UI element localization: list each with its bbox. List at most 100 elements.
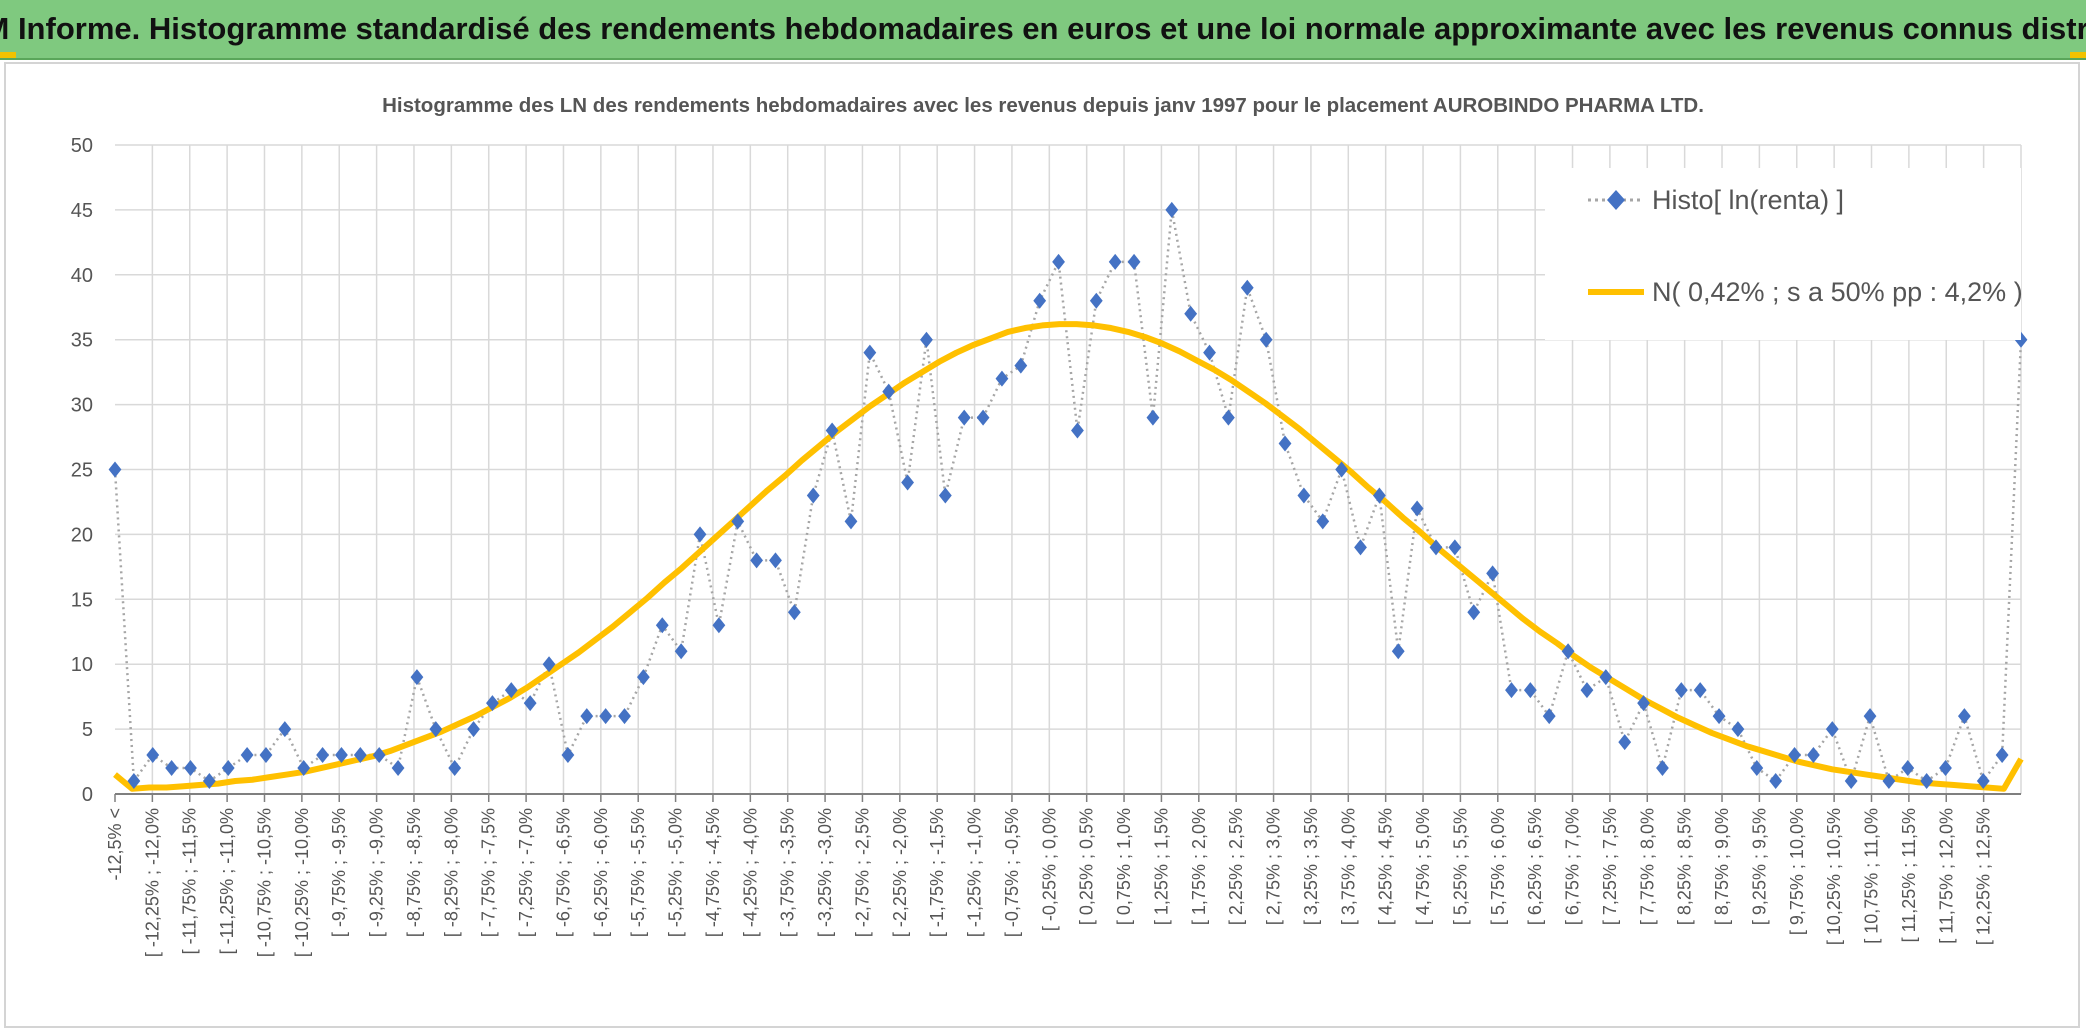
histogram-point	[1259, 331, 1273, 348]
x-tick-label: [ 4,25% ; 4,5%	[1376, 808, 1396, 925]
histogram-point	[221, 760, 235, 777]
x-tick-label: [ 6,25% ; 6,5%	[1525, 808, 1545, 925]
histogram-point	[844, 513, 858, 530]
histogram-point	[901, 474, 914, 491]
histogram-point	[429, 721, 443, 738]
histogram-point	[1372, 487, 1386, 504]
x-tick-label: [ 7,25% ; 7,5%	[1600, 808, 1620, 925]
x-tick-label: [ -4,75% ; -4,5%	[703, 808, 723, 937]
histogram-point	[1920, 773, 1934, 790]
x-tick-label: [ 6,75% ; 7,0%	[1563, 808, 1583, 925]
histogram-point	[1127, 253, 1141, 270]
histogram-point	[542, 656, 556, 673]
y-tick-label: 0	[82, 784, 93, 806]
histogram-point	[1712, 708, 1726, 725]
histogram-point	[636, 669, 650, 686]
histogram-point	[391, 760, 405, 777]
chart-frame	[4, 62, 2080, 1028]
x-tick-label: [ 0,75% ; 1,0%	[1114, 808, 1134, 925]
histogram-point	[1976, 773, 1990, 790]
histogram-point	[278, 721, 292, 738]
y-tick-label: 15	[71, 589, 93, 611]
histogram-point	[1108, 253, 1122, 270]
histogram-point	[467, 721, 480, 738]
histogram-point	[1957, 708, 1971, 725]
x-tick-label: [ 5,75% ; 6,0%	[1488, 808, 1508, 925]
y-tick-label: 25	[71, 460, 93, 482]
histogram-point	[1674, 682, 1688, 699]
legend-series-2-label: N( 0,42% ; s a 50% pp : 4,2% )	[1652, 277, 2023, 307]
histogram-point	[882, 383, 896, 400]
histogram-point	[1429, 539, 1443, 556]
x-tick-label: [ -3,75% ; -3,5%	[778, 808, 798, 937]
x-tick-label: [ -11,25% ; -11,0%	[217, 808, 237, 954]
x-tick-label: [ -10,75% ; -10,5%	[254, 808, 274, 957]
histogram-point	[297, 760, 311, 777]
x-tick-label: [ 0,25% ; 0,5%	[1077, 808, 1097, 925]
chart-gridlines	[115, 144, 2022, 795]
histogram-point	[1505, 682, 1518, 699]
x-tick-label: [ -0,75% ; -0,5%	[1002, 808, 1022, 937]
histogram-point	[316, 747, 329, 764]
histogram-point	[976, 409, 990, 426]
x-tick-label: [ -8,75% ; -8,5%	[404, 808, 424, 937]
x-tick-label: [ 7,75% ; 8,0%	[1637, 808, 1657, 925]
histogram-point	[1052, 253, 1065, 270]
histogram-point	[1939, 760, 1952, 777]
x-tick-label: [ -12,25% ; -12,0%	[142, 808, 162, 957]
x-axis: -12,5% < [ -12,25% ; -12,0% [ -11,75% ; -1…	[105, 793, 2021, 957]
histogram-point	[674, 643, 688, 660]
x-tick-label: [ -9,75% ; -9,5%	[329, 808, 349, 937]
x-tick-label: [ -2,75% ; -2,5%	[852, 808, 872, 937]
x-tick-label: [ 1,25% ; 1,5%	[1151, 808, 1171, 925]
histogram-point	[1788, 747, 1801, 764]
histogram-point	[712, 617, 726, 634]
x-tick-label: [ 12,25% ; 12,5%	[1974, 808, 1994, 945]
histogram-point	[769, 552, 782, 569]
histogram-point	[938, 487, 952, 504]
histogram-point	[410, 669, 424, 686]
histogram-point	[1203, 344, 1216, 361]
x-tick-label: [ 2,75% ; 3,0%	[1264, 808, 1284, 925]
histogram-point	[655, 617, 669, 634]
x-tick-label: [ -7,75% ; -7,5%	[479, 808, 499, 937]
histogram-point	[1335, 461, 1349, 478]
histogram-point	[1297, 487, 1311, 504]
histogram-point	[806, 487, 820, 504]
histogram-point	[1731, 721, 1745, 738]
x-tick-label: [ -11,75% ; -11,5%	[180, 808, 200, 954]
histogram-point	[1033, 292, 1047, 309]
x-tick-label: [ 3,25% ; 3,5%	[1301, 808, 1321, 925]
x-tick-label: [ -1,75% ; -1,5%	[927, 808, 947, 937]
histogram-point	[1901, 760, 1915, 777]
banner-left-accent	[0, 52, 16, 58]
histogram-point	[1618, 734, 1632, 751]
histogram-point	[1561, 643, 1575, 660]
histogram-point	[1391, 643, 1405, 660]
chart-title: Histogramme des LN des rendements hebdom…	[382, 94, 1704, 117]
histogram-point	[1184, 305, 1198, 322]
histogram-point	[1165, 201, 1179, 218]
legend: Histo[ ln(renta) ] N( 0,42% ; s a 50% pp…	[1588, 185, 2023, 307]
histogram-point	[957, 409, 971, 426]
histogram-point	[165, 760, 179, 777]
histogram-point	[1769, 773, 1783, 790]
histogram-point	[486, 695, 499, 712]
x-tick-label: [ 10,75% ; 11,0%	[1862, 808, 1882, 944]
histogram-point	[863, 344, 877, 361]
x-tick-label: [ -9,25% ; -9,0%	[367, 808, 387, 937]
histogram-point	[259, 747, 273, 764]
page-banner-title: ADAM Informe. Histogramme standardisé de…	[0, 0, 2086, 60]
x-tick-label: [ 1,75% ; 2,0%	[1189, 808, 1209, 925]
histogram-point	[1637, 695, 1650, 712]
x-tick-label: -12,5% <	[105, 808, 125, 881]
banner-right-accent	[2070, 52, 2086, 58]
histogram-point	[1448, 539, 1462, 556]
x-tick-label: [ 8,25% ; 8,5%	[1675, 808, 1695, 925]
y-tick-label: 20	[71, 524, 93, 546]
histogram-point	[1467, 604, 1481, 621]
histogram-point	[1316, 513, 1330, 530]
histogram-point	[372, 747, 386, 764]
histogram-point	[787, 604, 801, 621]
x-tick-label: [ 9,75% ; 10,0%	[1787, 808, 1807, 935]
